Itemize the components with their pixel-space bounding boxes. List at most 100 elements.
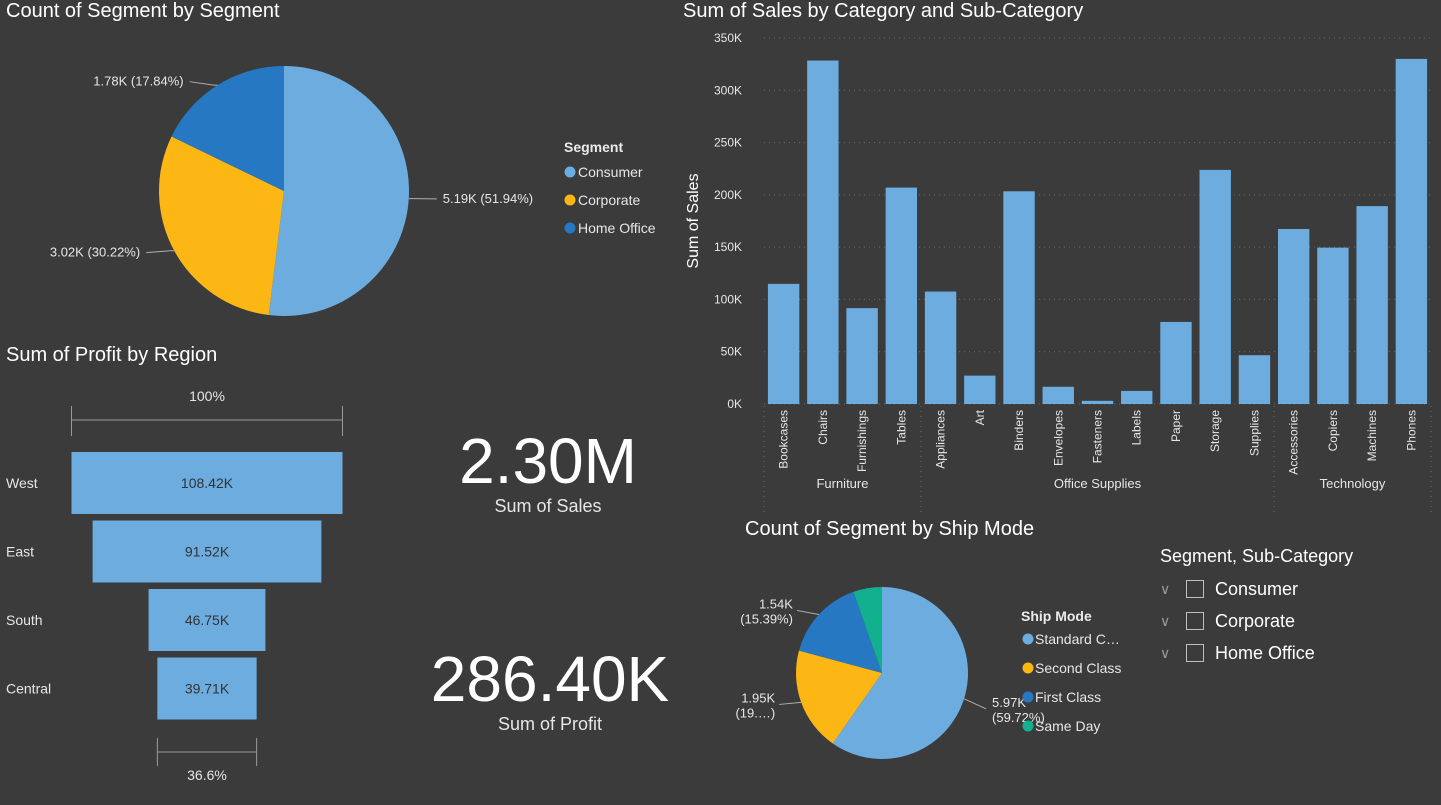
x-tick-label: Art: [973, 409, 987, 425]
bar-machines[interactable]: [1356, 206, 1388, 404]
y-tick-label: 250K: [714, 136, 742, 150]
slicer-item-label: Consumer: [1215, 578, 1299, 599]
slicer-item-corporate[interactable]: ∨ Corporate: [1160, 605, 1353, 637]
funnel-bar-west[interactable]: [71, 452, 343, 514]
shipmode-pie-title: Count of Segment by Ship Mode: [745, 518, 1035, 540]
bar-copiers[interactable]: [1317, 247, 1349, 404]
bar-labels[interactable]: [1121, 390, 1153, 404]
funnel-value-label: 39.71K: [185, 681, 230, 697]
y-tick-label: 350K: [714, 31, 742, 45]
slicer-item-label: Corporate: [1215, 610, 1296, 631]
slicer-item-consumer[interactable]: ∨ Consumer: [1160, 573, 1353, 605]
pie-slice-home-office[interactable]: [171, 66, 284, 191]
profit-funnel-title: Sum of Profit by Region: [6, 344, 218, 366]
funnel-bar-east[interactable]: [92, 520, 322, 583]
chevron-down-icon[interactable]: ∨: [1160, 612, 1171, 629]
funnel-value-label: 91.52K: [185, 544, 230, 560]
segment-pie-chart[interactable]: 5.19K (51.94%) 3.02K (30.22%) 1.78K (17.84…: [0, 30, 680, 340]
funnel-category-label: West: [6, 475, 38, 491]
slicer-item-label: Home Office: [1215, 642, 1315, 663]
legend-item-same-day: Same Day: [1035, 718, 1100, 734]
leader-line: [796, 609, 820, 616]
x-tick-label: Supplies: [1247, 410, 1261, 456]
slicer-title: Segment, Sub-Category: [1160, 546, 1354, 566]
bar-bookcases[interactable]: [767, 283, 800, 404]
segment-pie-title: Count of Segment by Segment: [6, 0, 280, 22]
pie-slice-first-class[interactable]: [798, 591, 882, 673]
legend-item-corporate: Corporate: [578, 192, 640, 208]
checkbox[interactable]: [1186, 580, 1204, 598]
profit-card-label: Sum of Profit: [497, 714, 603, 734]
x-tick-label: Binders: [1012, 410, 1026, 451]
checkbox[interactable]: [1186, 612, 1204, 630]
x-tick-label: Machines: [1365, 410, 1379, 461]
pie-slice-standard-c[interactable]: [832, 587, 968, 759]
group-label-furniture: Furniture: [816, 476, 868, 491]
y-tick-label: 150K: [714, 240, 742, 254]
data-label-home-office: 1.78K (17.84%): [93, 74, 183, 89]
x-tick-label: Fasteners: [1091, 410, 1105, 463]
legend-marker-corporate: [564, 194, 576, 206]
bar-appliances[interactable]: [924, 291, 957, 404]
sales-bar-title: Sum of Sales by Category and Sub-Categor…: [683, 0, 1084, 22]
bar-storage[interactable]: [1199, 169, 1231, 404]
bar-envelopes[interactable]: [1042, 386, 1074, 404]
bar-furnishings[interactable]: [846, 308, 878, 404]
sales-bar-chart[interactable]: 0K 50K 100K 150K 200K 250K 300K 350K Sum of Sale…: [676, 24, 1441, 520]
x-tick-label: Accessories: [1287, 410, 1301, 475]
bar-accessories[interactable]: [1277, 228, 1310, 404]
y-tick-label: 100K: [714, 292, 742, 306]
data-label-pct-first-class: (15.39%): [740, 611, 793, 626]
data-label-corporate: 3.02K (30.22%): [50, 245, 140, 260]
bar-tables[interactable]: [885, 187, 918, 404]
x-tick-label: Bookcases: [777, 410, 791, 469]
bar-supplies[interactable]: [1238, 355, 1271, 404]
y-tick-label: 50K: [721, 345, 742, 359]
legend-marker-consumer: [564, 166, 576, 178]
pie-slice-same-day[interactable]: [853, 587, 882, 673]
x-tick-label: Copiers: [1326, 410, 1340, 451]
funnel-top-label: 100%: [189, 388, 225, 404]
funnel-bar-south[interactable]: [148, 589, 266, 651]
leader-line: [189, 81, 218, 86]
data-label-pct-standard-c: (59.72%): [992, 710, 1045, 725]
x-tick-label: Paper: [1169, 410, 1183, 442]
leader-line: [963, 698, 987, 710]
data-label-pct-second-class: (19.…): [735, 705, 775, 720]
legend-marker-same-day: [1022, 720, 1034, 732]
y-axis-title: Sum of Sales: [685, 173, 702, 268]
bar-art[interactable]: [964, 375, 996, 404]
bar-binders[interactable]: [1003, 191, 1035, 404]
funnel-bar-central[interactable]: [157, 657, 257, 720]
legend-item-second-class: Second Class: [1035, 660, 1121, 676]
chevron-down-icon[interactable]: ∨: [1160, 644, 1171, 661]
checkbox[interactable]: [1186, 644, 1204, 662]
chevron-down-icon[interactable]: ∨: [1160, 580, 1171, 597]
funnel-category-label: East: [6, 544, 34, 560]
pie-slice-corporate[interactable]: [159, 136, 284, 316]
bar-fasteners[interactable]: [1081, 400, 1114, 404]
legend-marker-first-class: [1022, 691, 1034, 703]
bar-phones[interactable]: [1395, 58, 1428, 404]
legend-item-consumer: Consumer: [578, 164, 643, 180]
data-label-first-class: 1.54K: [759, 596, 793, 611]
legend-title: Ship Mode: [1021, 608, 1092, 624]
legend-item-first-class: First Class: [1035, 689, 1101, 705]
pie-slice-consumer[interactable]: [268, 66, 409, 316]
x-tick-label: Furnishings: [855, 410, 869, 472]
profit-funnel-chart[interactable]: 100% 108.42K West 91.52K East 46.75K South 39.7…: [0, 380, 400, 800]
funnel-value-label: 46.75K: [185, 612, 230, 628]
legend-item-standard-c: Standard C…: [1035, 631, 1120, 647]
shipmode-pie-chart[interactable]: 5.97K(59.72%) 1.95K(19.…) 1.54K(15.39%) Shi…: [700, 550, 1160, 800]
x-tick-label: Appliances: [934, 410, 948, 469]
x-tick-label: Phones: [1404, 410, 1418, 451]
bar-paper[interactable]: [1160, 321, 1192, 404]
x-tick-label: Chairs: [816, 410, 830, 445]
slicer-item-home-office[interactable]: ∨ Home Office: [1160, 637, 1353, 669]
data-label-standard-c: 5.97K: [992, 695, 1026, 710]
bar-chairs[interactable]: [807, 60, 839, 404]
data-label-second-class: 1.95K: [741, 690, 775, 705]
funnel-bottom-label: 36.6%: [187, 767, 227, 783]
pie-slice-second-class[interactable]: [796, 650, 882, 744]
y-tick-label: 200K: [714, 188, 742, 202]
